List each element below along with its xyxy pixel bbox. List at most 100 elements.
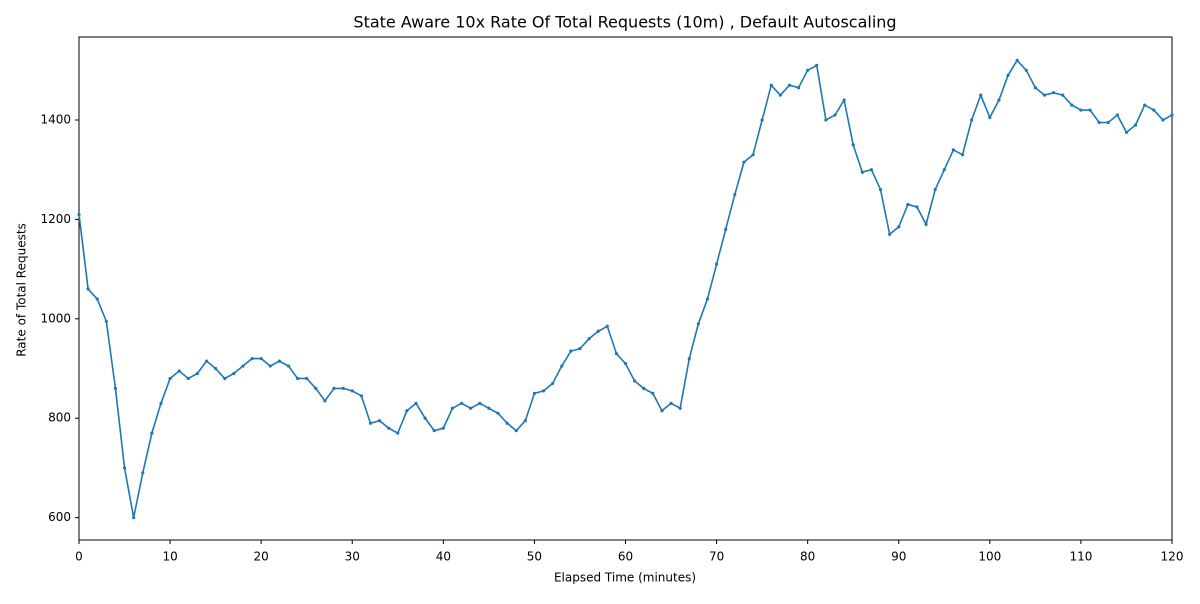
plot-frame — [78, 36, 1173, 541]
data-point — [168, 376, 172, 381]
data-point — [560, 364, 564, 368]
x-tick-label: 30 — [345, 550, 360, 564]
data-point — [77, 212, 81, 217]
data-point — [487, 406, 491, 410]
data-point — [988, 115, 992, 120]
data-point — [833, 113, 837, 117]
y-tick-label: 1200 — [40, 212, 71, 226]
data-point — [824, 118, 828, 122]
data-point — [669, 401, 673, 405]
data-point — [596, 329, 600, 333]
data-point — [341, 386, 345, 391]
data-point — [323, 399, 327, 403]
y-tick-label: 1400 — [40, 113, 71, 127]
data-point — [951, 148, 956, 152]
data-point — [314, 386, 318, 391]
data-point — [860, 170, 864, 174]
data-point — [286, 364, 291, 368]
x-tick-label: 120 — [1161, 550, 1184, 564]
data-point — [678, 406, 682, 410]
data-point — [459, 401, 464, 405]
x-tick-label: 40 — [436, 550, 451, 564]
data-point — [1143, 103, 1147, 107]
data-point — [997, 98, 1001, 102]
data-point — [469, 406, 473, 410]
data-point — [769, 83, 773, 87]
data-point — [906, 202, 910, 207]
data-point — [1088, 108, 1092, 112]
data-point — [651, 391, 655, 395]
data-point — [915, 205, 919, 209]
data-point — [396, 431, 400, 435]
data-point — [623, 361, 628, 366]
data-line — [78, 59, 1173, 518]
data-point — [1061, 93, 1065, 97]
data-point — [687, 356, 691, 361]
data-point — [441, 426, 445, 430]
data-point — [933, 187, 937, 192]
data-point — [1051, 91, 1056, 95]
data-point — [259, 356, 263, 361]
data-point — [514, 429, 518, 433]
data-point — [878, 187, 883, 192]
data-point — [1115, 113, 1119, 117]
data-point — [614, 352, 618, 356]
data-point — [177, 369, 181, 373]
y-tick-label: 1000 — [40, 311, 71, 325]
data-point — [204, 359, 209, 363]
data-point — [605, 324, 609, 328]
data-point — [387, 426, 391, 430]
data-point — [1170, 113, 1174, 117]
data-point — [296, 376, 300, 381]
data-point — [150, 431, 154, 435]
data-point — [86, 287, 90, 291]
data-point — [796, 86, 801, 90]
data-point — [432, 429, 436, 433]
data-point — [778, 93, 782, 97]
data-point — [806, 68, 810, 72]
data-point — [241, 364, 245, 368]
data-point — [1124, 130, 1129, 135]
data-point — [1152, 108, 1156, 112]
x-tick-label: 100 — [978, 550, 1001, 564]
data-point — [979, 93, 983, 97]
data-point — [268, 364, 272, 368]
data-point — [405, 409, 409, 413]
data-point — [888, 232, 892, 236]
data-point — [496, 411, 500, 415]
data-point — [478, 401, 482, 405]
x-tick-label: 20 — [254, 550, 269, 564]
data-point — [1079, 108, 1083, 112]
data-point — [414, 401, 418, 405]
data-point — [350, 389, 354, 393]
data-point — [95, 297, 99, 301]
data-point — [551, 381, 555, 386]
data-point — [1161, 118, 1165, 122]
x-tick-label: 50 — [527, 550, 542, 564]
data-point — [359, 394, 363, 398]
data-point — [815, 63, 819, 67]
data-point — [250, 356, 254, 361]
data-point — [523, 419, 527, 423]
data-point — [1015, 58, 1019, 62]
data-point — [113, 386, 118, 391]
data-point — [642, 386, 646, 391]
x-tick-label: 10 — [162, 550, 177, 564]
y-axis-label: Rate of Total Requests — [15, 223, 29, 357]
data-point — [368, 421, 373, 425]
data-point — [122, 466, 127, 470]
data-point — [1070, 103, 1074, 107]
x-tick-label: 90 — [891, 550, 906, 564]
data-point — [305, 376, 309, 381]
data-point — [214, 366, 218, 371]
data-point — [970, 118, 974, 122]
data-point — [1042, 93, 1047, 97]
data-point — [705, 297, 710, 301]
data-point — [569, 349, 573, 353]
x-tick-label: 70 — [709, 550, 724, 564]
data-point — [532, 391, 537, 395]
data-point — [450, 406, 455, 410]
data-point — [842, 98, 846, 102]
data-point — [223, 376, 227, 381]
